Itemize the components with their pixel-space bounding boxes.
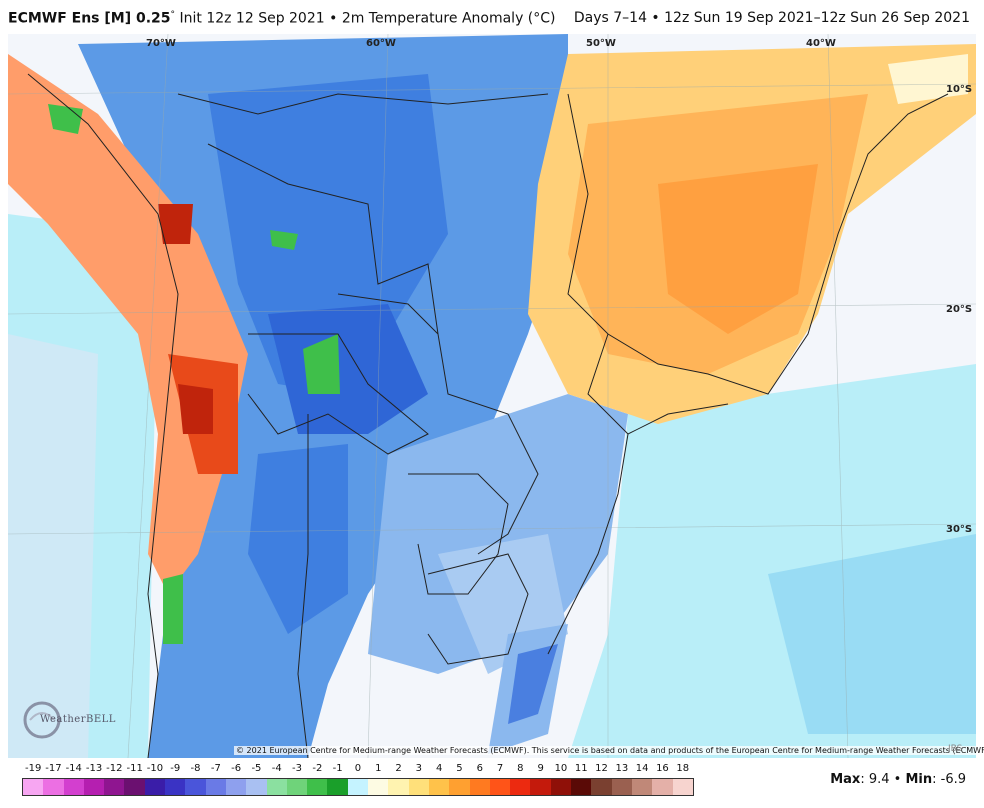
colorbar-tick-label: 13 <box>615 763 629 774</box>
colorbar-swatch <box>144 779 166 795</box>
max-value: : 9.4 <box>860 772 890 787</box>
colorbar-swatch <box>266 779 287 795</box>
colorbar-swatch <box>185 779 206 795</box>
colorbar-swatch <box>550 779 572 795</box>
colorbar-swatch <box>530 779 551 795</box>
colorbar-swatch <box>489 779 511 795</box>
colorbar-tick-label: 18 <box>676 763 690 774</box>
colorbar-swatch <box>347 779 369 795</box>
colorbar-swatch <box>43 779 64 795</box>
colorbar-swatch <box>571 779 592 795</box>
max-label: Max <box>830 772 861 787</box>
colorbar-tick-label: 12 <box>595 763 608 774</box>
colorbar <box>22 778 694 796</box>
map-header: ECMWF Ens [M] 0.25° Init 12z 12 Sep 2021… <box>0 0 984 34</box>
colorbar-tick-label: -3 <box>292 763 303 774</box>
colorbar-tick-label: 6 <box>476 763 483 774</box>
colorbar-swatch <box>63 779 84 795</box>
colorbar-tick-label: -13 <box>85 763 103 774</box>
model-name: ECMWF Ens [M] 0.25 <box>8 10 171 27</box>
colorbar-swatch <box>23 779 44 795</box>
colorbar-tick-label: 0 <box>354 763 362 774</box>
colorbar-tick-label: 4 <box>435 763 443 774</box>
colorbar-swatch <box>124 779 145 795</box>
logo-swirl-icon <box>23 701 61 739</box>
colorbar-swatch <box>307 779 328 795</box>
colorbar-swatch <box>327 779 348 795</box>
colorbar-tick-label: -5 <box>251 763 262 774</box>
init-info: Init 12z 12 Sep 2021 • 2m Temperature An… <box>175 10 556 27</box>
colorbar-swatch <box>428 779 450 795</box>
colorbar-swatch <box>652 779 673 795</box>
lon-label-40w: 40°W <box>806 38 836 49</box>
colorbar-tick-label: -10 <box>146 763 164 774</box>
max-min-readout: Max: 9.4 • Min: -6.9 <box>830 772 966 787</box>
colorbar-tick-label: -8 <box>190 763 201 774</box>
degree-mark: ° <box>170 10 176 20</box>
colorbar-tick-label: 2 <box>395 763 402 774</box>
colorbar-swatch <box>469 779 490 795</box>
colorbar-swatch <box>591 779 612 795</box>
map-title: ECMWF Ens [M] 0.25° Init 12z 12 Sep 2021… <box>8 10 556 27</box>
colorbar-tick-label: -2 <box>312 763 323 774</box>
colorbar-tick-label: 14 <box>635 763 649 774</box>
valid-period: Days 7–14 • 12z Sun 19 Sep 2021–12z Sun … <box>573 10 970 26</box>
colorbar-tick-label: 7 <box>496 763 504 774</box>
colorbar-swatch <box>449 779 470 795</box>
colorbar-tick-label: 3 <box>415 763 423 774</box>
colorbar-swatch <box>225 779 247 795</box>
colorbar-swatch <box>408 779 429 795</box>
colorbar-tick-label: -9 <box>170 763 181 774</box>
colorbar-swatch <box>205 779 226 795</box>
map-canvas <box>8 34 976 758</box>
colorbar-tick-label: 10 <box>554 763 568 774</box>
colorbar-tick-label: -6 <box>231 763 242 774</box>
lat-label-10s: 10°S <box>946 84 973 95</box>
copyright-notice: © 2021 European Centre for Medium-range … <box>234 746 984 755</box>
colorbar-swatch <box>672 779 693 795</box>
colorbar-swatch <box>83 779 105 795</box>
weatherbell-logo: WeatherBELL <box>22 700 115 746</box>
colorbar-tick-label: -11 <box>126 763 143 774</box>
colorbar-tick-label: 11 <box>574 763 588 774</box>
min-value: : -6.9 <box>932 772 966 787</box>
colorbar-tick-label: -19 <box>24 763 42 774</box>
colorbar-tick-label: -7 <box>210 763 221 774</box>
min-label: Min <box>905 772 933 787</box>
colorbar-swatch <box>104 779 125 795</box>
lat-label-20s: 20°S <box>946 304 973 315</box>
colorbar-tick-label: -17 <box>45 763 62 774</box>
colorbar-tick-label: 16 <box>656 763 669 774</box>
colorbar-swatch <box>388 779 409 795</box>
colorbar-swatch <box>368 779 389 795</box>
colorbar-tick-label: 1 <box>375 763 382 774</box>
colorbar-tick-label: -12 <box>106 763 123 774</box>
colorbar-swatch <box>286 779 308 795</box>
colorbar-swatch <box>510 779 531 795</box>
colorbar-swatch <box>165 779 186 795</box>
colorbar-swatch <box>246 779 267 795</box>
colorbar-tick-label: 9 <box>537 763 544 774</box>
colorbar-labels: -19 -17 -14 -13 -12 -11 -10 -9 -8 -7 -6 -5 -4 -3 -2 -1 0… <box>22 763 702 777</box>
lon-label-70w: 70°W <box>146 38 176 49</box>
colorbar-tick-label: 5 <box>456 763 463 774</box>
colorbar-tick-label: -14 <box>65 763 82 774</box>
colorbar-tick-label: -4 <box>271 763 282 774</box>
logo-text: WeatherBELL <box>40 714 116 725</box>
lat-label-30s: 30°S <box>946 524 973 535</box>
colorbar-tick-label: -1 <box>332 763 343 774</box>
lon-label-60w: 60°W <box>366 38 396 49</box>
stat-separator: • <box>889 772 906 787</box>
anomaly-map: 70°W 60°W 50°W 40°W 10°S 20°S 30°S <box>8 34 976 758</box>
colorbar-swatch <box>611 779 632 795</box>
watermark: IBS <box>948 744 963 754</box>
colorbar-tick-label: 8 <box>517 763 524 774</box>
lon-label-50w: 50°W <box>586 38 616 49</box>
colorbar-swatch <box>631 779 653 795</box>
